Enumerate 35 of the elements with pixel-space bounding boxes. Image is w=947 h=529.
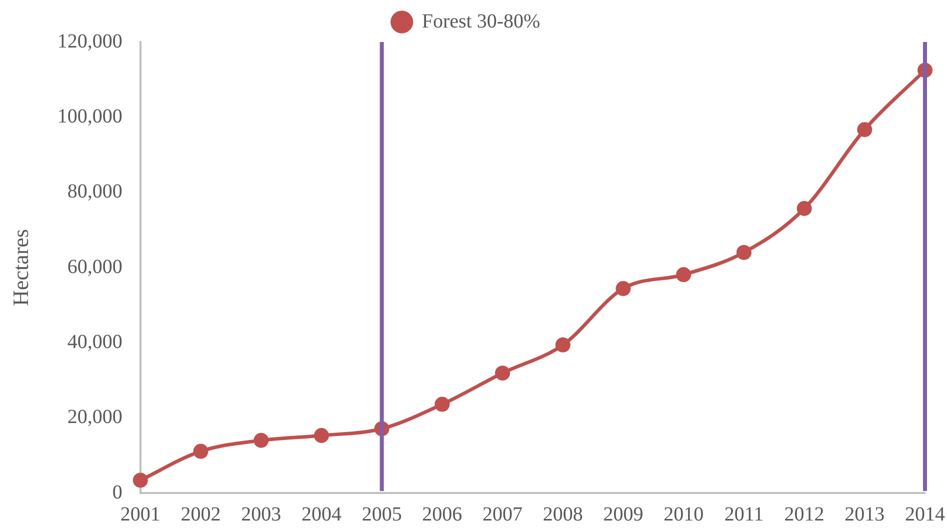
point	[254, 432, 269, 448]
y-tick-label: 100,000	[57, 105, 122, 128]
y-tick-label: 60,000	[67, 256, 122, 278]
x-tick-label: 2012	[784, 503, 824, 526]
point	[676, 267, 692, 282]
x-tick-label: 2007	[482, 503, 523, 526]
x-tick-label: 2009	[603, 503, 644, 526]
x-tick-label: 2002	[180, 503, 221, 526]
x-tick-label: 2003	[241, 503, 282, 526]
x-tick-label: 2014	[905, 503, 945, 526]
x-tick-label: 2005	[362, 503, 402, 526]
legend-label: Forest 30-80%	[422, 10, 540, 32]
x-tick-label: 2011	[724, 503, 764, 526]
x-tick-label: 2004	[301, 503, 342, 526]
point	[132, 472, 148, 488]
x-tick-label: 2006	[422, 503, 462, 526]
x-tick-label: 2008	[542, 503, 583, 526]
x-tick-label: 2001	[120, 503, 160, 526]
x-tick-label: 2013	[844, 503, 885, 526]
point	[616, 281, 631, 296]
point	[193, 444, 208, 459]
y-tick-label: 20,000	[67, 406, 122, 428]
point	[434, 396, 450, 412]
y-axis-title: Hectares	[8, 229, 33, 306]
point	[796, 200, 812, 216]
y-tick-label: 120,000	[57, 30, 122, 52]
point	[555, 337, 570, 352]
point	[736, 244, 752, 260]
y-tick-label: 80,000	[67, 180, 122, 203]
y-tick-label: 0	[112, 481, 122, 504]
x-tick-label: 2010	[664, 503, 704, 526]
point	[314, 428, 329, 443]
y-tick-label: 40,000	[67, 330, 122, 353]
point	[495, 366, 510, 381]
point	[857, 122, 872, 138]
